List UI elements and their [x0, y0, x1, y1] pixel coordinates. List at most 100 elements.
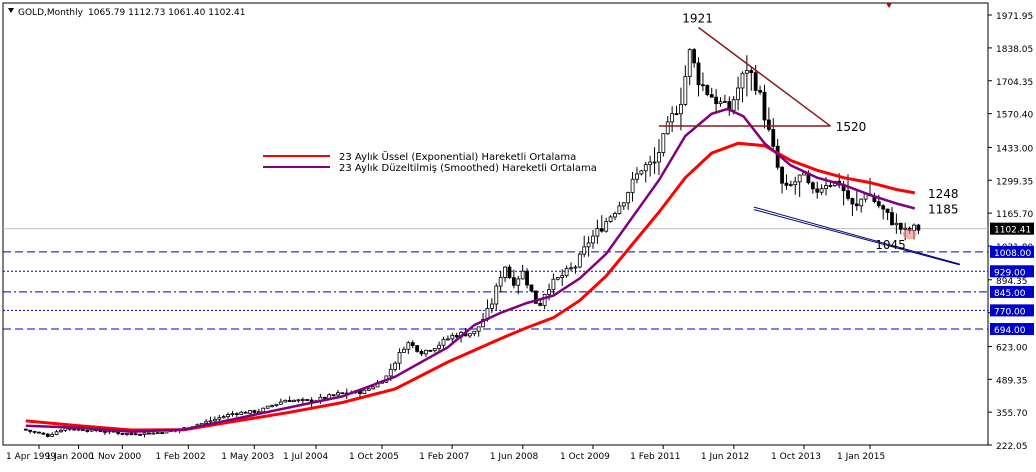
- candle-body: [652, 161, 657, 164]
- candle-body: [784, 182, 789, 186]
- candle-body: [916, 224, 921, 231]
- candle-body: [331, 394, 336, 397]
- candle-body: [50, 434, 55, 437]
- candle: [714, 89, 719, 113]
- price-tag-label: 845.00: [994, 289, 1026, 299]
- candle: [701, 72, 705, 92]
- candle-body: [696, 62, 701, 86]
- candle: [393, 361, 398, 372]
- legend-label-smma: 23 Aylık Düzeltilmiş (Smoothed) Hareketl…: [339, 163, 597, 174]
- candle: [419, 349, 424, 357]
- candle: [125, 433, 129, 437]
- candle-body: [204, 421, 208, 424]
- candle-body: [397, 352, 402, 364]
- candle: [511, 269, 516, 289]
- candle: [239, 410, 244, 415]
- candle: [705, 84, 710, 97]
- price-tag-label: 1008.00: [994, 249, 1031, 259]
- header-symbol: GOLD,Monthly: [18, 8, 84, 18]
- candle-body: [630, 178, 635, 193]
- candle: [630, 171, 635, 202]
- candle: [648, 155, 653, 177]
- candle: [793, 176, 798, 195]
- candle: [415, 345, 420, 353]
- candle-body: [718, 101, 723, 105]
- candle-body: [766, 119, 771, 130]
- candle-body: [446, 338, 450, 341]
- candle-body: [758, 89, 762, 93]
- candle: [661, 133, 666, 157]
- candle-body: [305, 399, 310, 401]
- candle: [780, 165, 784, 194]
- candle-body: [63, 427, 68, 431]
- candle-body: [516, 278, 521, 286]
- candle-body: [472, 330, 477, 335]
- candle: [564, 265, 569, 278]
- candle: [635, 167, 639, 184]
- candle-body: [692, 49, 697, 64]
- candle: [243, 411, 248, 414]
- candle-body: [410, 342, 415, 347]
- candle: [265, 405, 270, 409]
- candle-body: [120, 432, 125, 435]
- candle-body: [362, 389, 367, 394]
- candle-body: [300, 399, 305, 401]
- candle-body: [740, 72, 745, 89]
- price-tag-box: [990, 245, 1034, 258]
- candle: [723, 94, 727, 103]
- candle-body: [292, 399, 296, 402]
- candle-body: [45, 433, 50, 437]
- candle-body: [388, 368, 393, 377]
- candle: [226, 412, 230, 419]
- candle-body: [511, 277, 516, 286]
- candle-body: [37, 431, 41, 434]
- candle-body: [54, 431, 59, 435]
- candle: [476, 326, 481, 337]
- candle-body: [494, 285, 499, 305]
- candle-body: [643, 164, 648, 172]
- candle-body: [498, 277, 503, 287]
- candle-body: [788, 184, 793, 186]
- candle-body: [454, 334, 459, 338]
- candle: [155, 432, 160, 435]
- candle-body: [551, 278, 556, 291]
- trendline-channel-lower[interactable]: [753, 209, 960, 266]
- candle-body: [683, 76, 688, 105]
- candle: [643, 161, 648, 183]
- candle-body: [538, 302, 543, 306]
- candle: [507, 264, 512, 279]
- candle: [41, 432, 46, 435]
- candle-body: [736, 87, 740, 101]
- candle: [621, 202, 626, 211]
- candle-body: [212, 418, 217, 422]
- candle: [402, 346, 406, 353]
- candle: [50, 432, 55, 437]
- price-tag-box: [990, 222, 1034, 235]
- candle-body: [604, 221, 609, 232]
- x-tick-label: 1 Jan 2000: [46, 452, 94, 462]
- x-tick-label: 1 Oct 2005: [349, 452, 399, 462]
- candle: [898, 222, 903, 235]
- candle-body: [147, 432, 151, 435]
- candle: [503, 266, 507, 282]
- candle: [283, 399, 288, 403]
- candle-body: [635, 173, 639, 180]
- candle: [859, 198, 864, 213]
- trendline-channel-upper[interactable]: [753, 206, 960, 265]
- candle: [516, 275, 521, 295]
- candle-body: [569, 267, 573, 270]
- x-tick-label: 1 Feb 2011: [630, 452, 680, 462]
- candle: [586, 236, 591, 257]
- candle: [467, 333, 472, 339]
- candle-body: [23, 428, 28, 431]
- candle: [692, 48, 697, 68]
- trendline-triangle-upper[interactable]: [698, 26, 831, 127]
- candle: [573, 265, 578, 274]
- candle: [410, 340, 415, 349]
- candle-body: [687, 49, 692, 77]
- candle-body: [648, 161, 653, 165]
- candle: [683, 65, 688, 106]
- candle: [340, 392, 345, 395]
